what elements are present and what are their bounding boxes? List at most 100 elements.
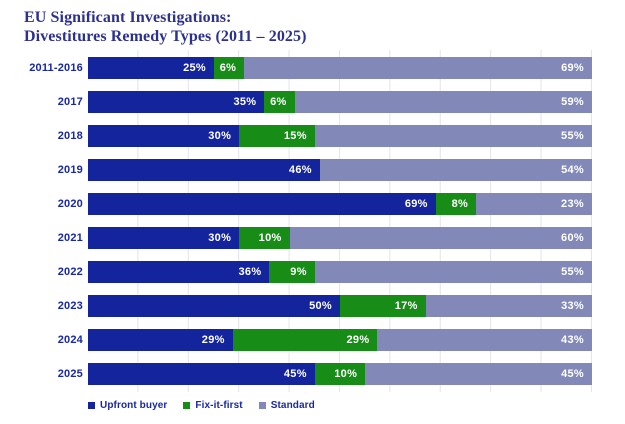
segment-value-label: 8%	[451, 198, 469, 210]
segment-value-label: 15%	[283, 130, 307, 142]
bar-segment-fix-it-first: 6%	[214, 57, 245, 79]
legend-item-fix-it-first: Fix-it-first	[183, 400, 243, 411]
segment-value-label: 46%	[288, 164, 312, 176]
category-label: 2020	[57, 198, 83, 210]
chart-row-2017: 2017 35% 6% 59%	[0, 91, 592, 113]
segment-value-label: 60%	[561, 232, 584, 244]
segment-value-label: 43%	[561, 334, 584, 346]
bar-segment-standard: 43%	[377, 329, 592, 351]
segment-value-label: 69%	[404, 198, 428, 210]
bar-segment-fix-it-first: 9%	[269, 261, 315, 283]
segment-value-label: 23%	[561, 198, 584, 210]
bar-track: 35% 6% 59%	[88, 91, 592, 113]
segment-value-label: 10%	[334, 368, 358, 380]
bar-track: 45% 10% 45%	[88, 363, 592, 385]
category-label: 2018	[57, 130, 83, 142]
segment-value-label: 54%	[561, 164, 584, 176]
chart-row-2024: 2024 29% 29% 43%	[0, 329, 592, 351]
legend-swatch-icon	[258, 402, 266, 409]
chart-row-2021: 2021 30% 10% 60%	[0, 227, 592, 249]
legend-swatch-icon	[88, 402, 95, 409]
bar-segment-upfront-buyer: 45%	[88, 363, 315, 385]
segment-value-label: 45%	[283, 368, 307, 380]
segment-value-label: 25%	[183, 62, 206, 74]
chart-row-2018: 2018 30% 15% 55%	[0, 125, 592, 147]
category-label: 2019	[57, 164, 83, 176]
category-label: 2017	[57, 96, 83, 108]
bar-track: 50% 17% 33%	[88, 295, 592, 317]
bar-track: 69% 8% 23%	[88, 193, 592, 215]
legend-item-standard: Standard	[258, 400, 315, 411]
segment-value-label: 55%	[561, 130, 584, 142]
chart-title-line1: EU Significant Investigations:	[24, 9, 232, 26]
bar-segment-standard: 23%	[476, 193, 592, 215]
chart-row-2019: 2019 46% 54%	[0, 159, 592, 181]
segment-value-label: 33%	[561, 300, 584, 312]
chart-row-2011-2016: 2011-2016 25% 6% 69%	[0, 57, 592, 79]
chart-row-2023: 2023 50% 17% 33%	[0, 295, 592, 317]
bar-segment-upfront-buyer: 29%	[88, 329, 233, 351]
segment-value-label: 59%	[561, 96, 584, 108]
category-label: 2024	[57, 334, 83, 346]
category-label: 2022	[57, 266, 83, 278]
bar-segment-fix-it-first: 10%	[314, 363, 366, 385]
segment-value-label: 45%	[561, 368, 584, 380]
category-label: 2021	[57, 232, 83, 244]
bar-rows: 2011-2016 25% 6% 69% 2017 35% 6% 59% 2018 30% 15% 5…	[0, 57, 592, 397]
bar-segment-upfront-buyer: 25%	[88, 57, 214, 79]
bar-segment-fix-it-first: 10%	[239, 227, 290, 249]
segment-value-label: 69%	[561, 62, 584, 74]
segment-value-label: 6%	[270, 96, 287, 108]
bar-track: 25% 6% 69%	[88, 57, 592, 79]
legend: Upfront buyer Fix-it-first Standard	[88, 400, 315, 411]
bar-segment-upfront-buyer: 35%	[88, 91, 265, 113]
bar-track: 30% 10% 60%	[88, 227, 592, 249]
chart-row-2020: 2020 69% 8% 23%	[0, 193, 592, 215]
bar-segment-upfront-buyer: 36%	[88, 261, 270, 283]
bar-segment-standard: 54%	[319, 159, 592, 181]
chart-title: EU Significant Investigations: Divestitu…	[24, 8, 307, 46]
bar-segment-upfront-buyer: 30%	[88, 125, 240, 147]
legend-item-upfront-buyer: Upfront buyer	[88, 400, 167, 411]
segment-value-label: 9%	[290, 266, 307, 278]
segment-value-label: 30%	[208, 232, 232, 244]
legend-label: Upfront buyer	[100, 400, 168, 411]
bar-track: 30% 15% 55%	[88, 125, 592, 147]
segment-value-label: 50%	[309, 300, 332, 312]
bar-segment-upfront-buyer: 46%	[88, 159, 320, 181]
segment-value-label: 29%	[201, 334, 225, 346]
segment-value-label: 29%	[346, 334, 370, 346]
segment-value-label: 17%	[394, 300, 418, 312]
bar-segment-fix-it-first: 8%	[435, 193, 477, 215]
category-label: 2023	[57, 300, 83, 312]
segment-value-label: 55%	[561, 266, 584, 278]
bar-track: 29% 29% 43%	[88, 329, 592, 351]
bar-segment-upfront-buyer: 50%	[88, 295, 340, 317]
bar-segment-fix-it-first: 17%	[340, 295, 426, 317]
chart-row-2025: 2025 45% 10% 45%	[0, 363, 592, 385]
bar-segment-standard: 55%	[314, 125, 592, 147]
bar-segment-upfront-buyer: 30%	[88, 227, 240, 249]
chart-row-2022: 2022 36% 9% 55%	[0, 261, 592, 283]
segment-value-label: 30%	[208, 130, 232, 142]
legend-label: Standard	[270, 400, 315, 411]
bar-segment-fix-it-first: 6%	[264, 91, 295, 113]
bar-segment-upfront-buyer: 69%	[88, 193, 436, 215]
bar-segment-standard: 60%	[289, 227, 592, 249]
segment-value-label: 35%	[233, 96, 257, 108]
bar-segment-standard: 33%	[425, 295, 592, 317]
bar-segment-fix-it-first: 29%	[232, 329, 378, 351]
segment-value-label: 10%	[258, 232, 282, 244]
chart-title-line2: Divestitures Remedy Types (2011 – 2025)	[24, 28, 307, 45]
bar-segment-standard: 59%	[294, 91, 592, 113]
bar-segment-fix-it-first: 15%	[239, 125, 315, 147]
legend-label: Fix-it-first	[195, 400, 243, 411]
category-label: 2025	[57, 368, 83, 380]
bar-track: 46% 54%	[88, 159, 592, 181]
bar-segment-standard: 55%	[314, 261, 592, 283]
bar-track: 36% 9% 55%	[88, 261, 592, 283]
bar-segment-standard: 45%	[365, 363, 592, 385]
legend-swatch-icon	[183, 402, 191, 409]
segment-value-label: 6%	[219, 62, 237, 74]
